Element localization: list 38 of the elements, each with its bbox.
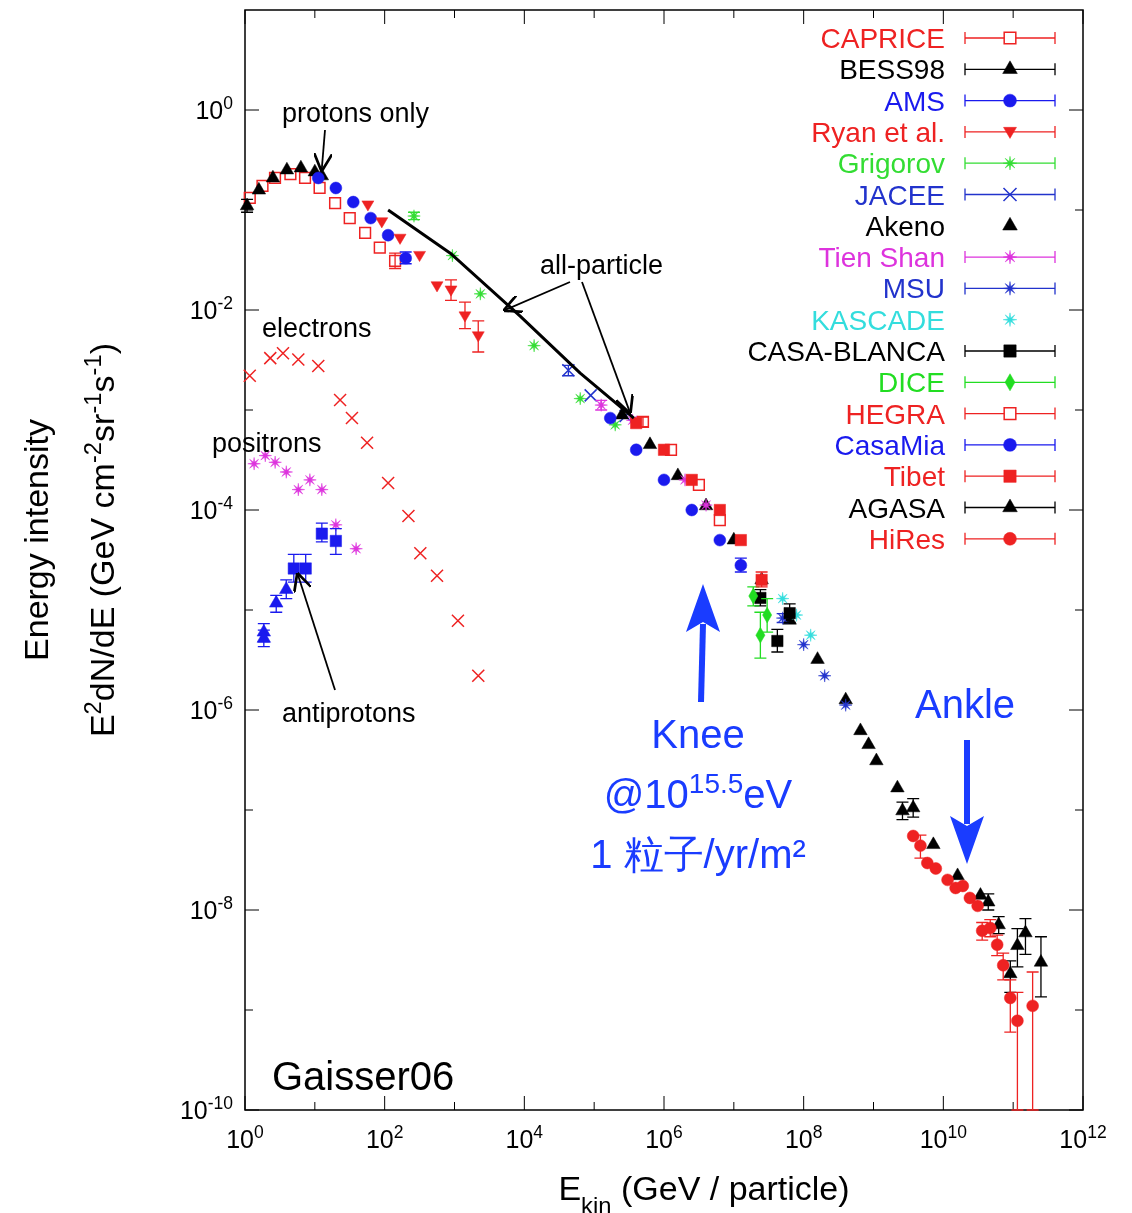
annotation: Gaisser06: [272, 1054, 455, 1098]
legend-label: MSU: [882, 273, 945, 305]
annotation: all-particle: [540, 250, 664, 280]
legend-label: CasaMia: [834, 429, 946, 461]
y-tick-label: 10$^{-10}$: [179, 1093, 234, 1124]
x-tick-label: 10$^{4}$: [505, 1122, 544, 1153]
legend-label: Grigorov: [837, 148, 945, 180]
legend-label: Tien Shan: [818, 242, 945, 274]
legend-label: Tibet: [883, 461, 946, 493]
legend-label: CAPRICE: [820, 23, 945, 54]
y-tick-label: 10$^{-2}$: [189, 293, 233, 324]
annotation: Ankle: [914, 682, 1016, 726]
x-tick-label: 10$^{12}$: [1059, 1122, 1107, 1153]
x-tick-label: 10$^{8}$: [784, 1122, 823, 1153]
annotation: Knee @10$^{15.5}$eV 1 粒子/yr/m²: [590, 712, 806, 876]
x-tick-label: 10$^{0}$: [226, 1122, 265, 1153]
legend-label: AMS: [884, 85, 945, 117]
legend-label: DICE: [878, 367, 945, 399]
y-tick-label: 10$^{0}$: [195, 93, 234, 124]
x-tick-label: 10$^{6}$: [645, 1122, 683, 1153]
x-axis-title: E$_{kin}$ (GeV / particle): [558, 1169, 850, 1213]
legend-label: HiRes: [868, 523, 945, 555]
annotation: electrons: [262, 313, 372, 343]
x-tick-label: 10$^{2}$: [365, 1122, 404, 1153]
legend-label: Ryan et al.: [811, 116, 945, 148]
legend-label: AGASA: [848, 492, 946, 524]
x-tick-label: 10$^{10}$: [919, 1122, 968, 1153]
legend-label: HEGRA: [845, 398, 946, 430]
legend-label: BESS98: [839, 54, 945, 86]
annotation: antiprotons: [282, 698, 416, 728]
legend-label: Akeno: [865, 210, 945, 242]
y-tick-label: 10$^{-8}$: [189, 893, 233, 924]
legend-label: JACEE: [854, 179, 945, 211]
legend-label: KASCADE: [811, 304, 945, 336]
y-tick-label: 10$^{-4}$: [189, 493, 234, 524]
y-tick-label: 10$^{-6}$: [189, 693, 233, 724]
annotation: protons only: [282, 98, 430, 128]
legend-label: CASA-BLANCA: [747, 336, 946, 367]
